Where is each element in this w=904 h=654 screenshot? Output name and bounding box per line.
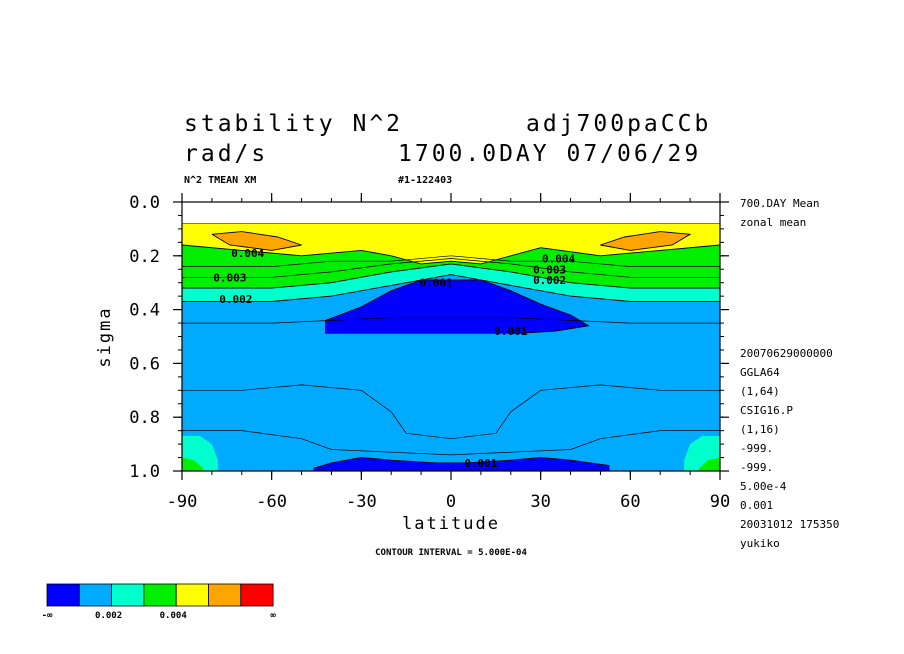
side-info-zonal: zonal mean: [740, 216, 806, 229]
colorbar-swatch: [240, 583, 274, 607]
contour-0.0045-south: [211, 231, 302, 251]
x-tick-label: 0: [446, 492, 456, 512]
side-info-line: -999.: [740, 442, 773, 455]
colorbar-label: 0.002: [95, 611, 122, 621]
contour-label: 0.002: [219, 293, 252, 306]
contour-0.0037: [182, 255, 720, 267]
colorbar-label: -∞: [42, 611, 53, 621]
axis-ticks: [173, 193, 729, 480]
region-polar-north-green: [699, 457, 720, 471]
x-tick-label: -90: [167, 492, 198, 512]
x-axis-label: latitude: [402, 514, 500, 534]
date-label: 1700.0DAY 07/06/29: [398, 141, 701, 167]
y-tick-label: 1.0: [129, 462, 160, 482]
side-info-line: 20070629000000: [740, 347, 833, 360]
side-info-list: 20070629000000 GGLA64 (1,64) CSIG16.P (1,16)…: [740, 347, 839, 550]
region-blue-upper: [325, 280, 589, 334]
colorbar-swatch: [143, 583, 177, 607]
experiment-id: adj700paCCb: [526, 111, 711, 137]
region-blue-bottom: [313, 457, 610, 471]
colorbar: -∞ 0.002 0.004 ∞: [42, 583, 276, 621]
contour-label: 0.004: [231, 247, 264, 260]
side-info-line: 0.001: [740, 499, 773, 512]
units-label: rad/s: [184, 141, 268, 167]
colorbar-swatch: [111, 583, 145, 607]
colorbar-swatch: [78, 583, 113, 607]
contour-0.001-upper: [325, 279, 590, 335]
contour-lines: [182, 223, 720, 469]
colorbar-label: 0.004: [160, 611, 188, 621]
side-info-line: (1,16): [740, 423, 780, 436]
contour-0.002: [182, 274, 720, 302]
contour-0.004: [182, 244, 720, 265]
side-info-line: (1,64): [740, 385, 780, 398]
contour-label: 0.002: [533, 274, 566, 287]
region-top-blank: [182, 202, 720, 224]
contour-0.001-bottom: [313, 457, 610, 469]
contour-0.0035: [182, 258, 720, 278]
side-info-line: 5.00e-4: [740, 480, 787, 493]
y-tick-label: 0.0: [129, 193, 160, 213]
run-label: #1-122403: [398, 175, 452, 186]
x-tick-label: -60: [256, 492, 287, 512]
side-info-line: GGLA64: [740, 366, 780, 379]
variable-label: N^2 TMEAN XM: [184, 175, 256, 186]
side-info-line: yukiko: [740, 537, 780, 550]
contour-0.0013: [182, 430, 720, 456]
side-info-line: CSIG16.P: [740, 404, 793, 417]
contour-labels: 0.0040.0030.0020.0010.0010.0040.0030.002…: [213, 247, 575, 470]
contour-fills: [182, 202, 720, 471]
y-axis-label: sigma: [95, 306, 115, 367]
contour-0.0015: [182, 317, 720, 324]
side-info-line: -999.: [740, 461, 773, 474]
x-tick-label: 90: [710, 492, 730, 512]
region-orange-south: [211, 231, 302, 251]
side-info-line: 20031012 175350: [740, 518, 839, 531]
contour-label: 0.001: [419, 277, 452, 290]
contour-0.003: [182, 263, 720, 289]
side-info-mean: 700.DAY Mean: [740, 197, 819, 210]
x-tick-labels: -90 -60 -30 0 30 60 90: [167, 492, 731, 512]
plot-title: stability N^2: [184, 111, 403, 137]
colorbar-swatch: [208, 583, 242, 607]
contour-label: 0.001: [494, 325, 527, 338]
contour-label: 0.001: [464, 457, 497, 470]
y-tick-label: 0.6: [129, 354, 160, 374]
contour-label: 0.004: [542, 252, 575, 265]
contour-label: 0.003: [533, 263, 566, 276]
x-tick-label: 60: [620, 492, 640, 512]
contour-0.0012: [182, 384, 720, 440]
y-tick-label: 0.4: [129, 301, 160, 321]
y-tick-label: 0.8: [129, 408, 160, 428]
contour-interval: CONTOUR INTERVAL = 5.000E-04: [375, 548, 527, 558]
region-orange-north: [600, 231, 691, 251]
contour-0.0045-north: [600, 231, 692, 251]
y-tick-labels: 0.0 0.2 0.4 0.6 0.8 1.0: [129, 193, 160, 482]
region-polar-south-green: [182, 457, 203, 471]
contour-label: 0.003: [213, 271, 246, 284]
x-tick-label: 30: [530, 492, 550, 512]
colorbar-label: ∞: [270, 611, 276, 621]
y-tick-label: 0.2: [129, 247, 160, 267]
colorbar-swatch: [175, 583, 209, 607]
colorbar-swatch: [46, 583, 80, 607]
x-tick-label: -30: [346, 492, 377, 512]
